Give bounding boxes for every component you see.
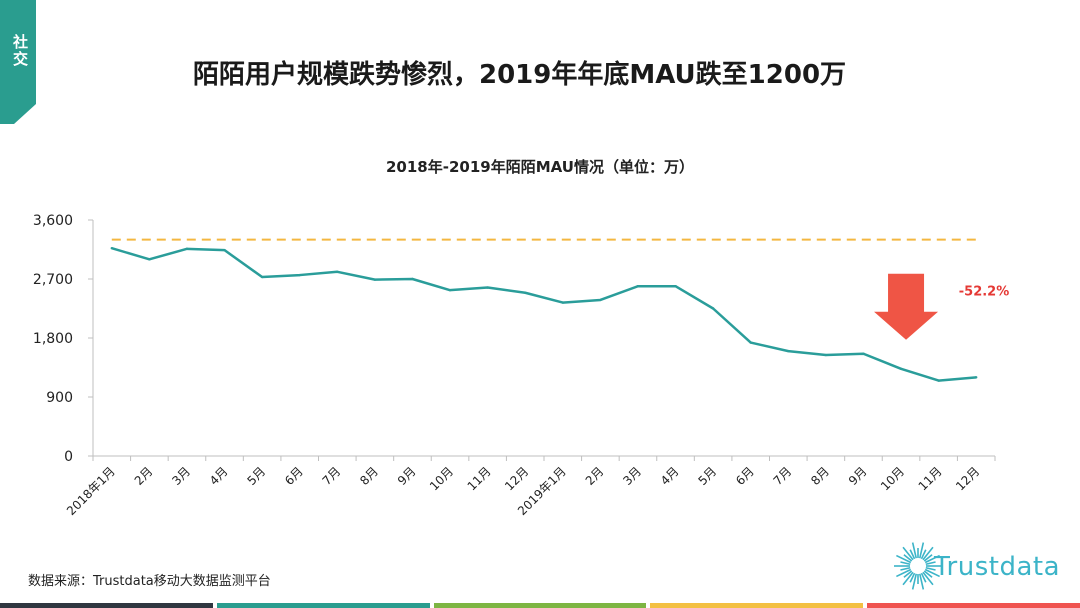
- x-tick-label: 3月: [169, 464, 193, 488]
- x-tick-label: 8月: [357, 464, 381, 488]
- page-title: 陌陌用户规模跌势惨烈，2019年年底MAU跌至1200万: [193, 60, 847, 90]
- logo-ray: [924, 568, 940, 578]
- data-point: [524, 291, 527, 294]
- data-point: [674, 285, 677, 288]
- data-point: [185, 247, 189, 251]
- logo-ray: [900, 567, 911, 571]
- logo-ray: [911, 573, 917, 590]
- logo-ray: [909, 549, 916, 560]
- x-tick-label: 12月: [953, 464, 982, 493]
- x-tick-label: 9月: [395, 464, 419, 488]
- decline-percent-label: -52.2%: [959, 284, 1010, 299]
- logo-ray: [922, 546, 934, 561]
- data-point: [937, 379, 940, 382]
- data-point: [599, 298, 602, 302]
- section-tab-shape: [0, 0, 36, 124]
- sunburst-logo-icon: [894, 542, 942, 590]
- data-point: [298, 273, 301, 277]
- logo-ray: [911, 542, 917, 559]
- data-point: [899, 367, 903, 371]
- data-point: [636, 285, 640, 288]
- bottom-color-bar: [0, 603, 1080, 608]
- section-tab: 社交: [0, 0, 36, 124]
- x-tick-label: 11月: [916, 464, 945, 493]
- data-point: [411, 277, 414, 281]
- logo-text: Trustdata: [934, 552, 1061, 582]
- logo-ray: [900, 561, 911, 565]
- data-source-note: 数据来源：Trustdata移动大数据监测平台: [28, 574, 271, 589]
- x-tick-label: 10月: [427, 464, 456, 493]
- data-point: [824, 353, 828, 357]
- logo-ray: [922, 571, 934, 586]
- data-point: [787, 349, 790, 353]
- x-tick-label: 6月: [733, 464, 757, 488]
- data-point: [749, 341, 752, 344]
- data-point: [148, 258, 151, 261]
- logo-ray: [903, 554, 913, 562]
- logo-ray: [923, 570, 933, 578]
- y-tick-label: 900: [46, 390, 73, 406]
- bottom-bar-segment: [0, 603, 213, 608]
- x-tick-label: 2月: [132, 464, 156, 488]
- data-point: [862, 352, 865, 355]
- bottom-bar-segment: [867, 603, 1080, 608]
- data-point: [373, 278, 377, 281]
- data-point: [448, 288, 452, 292]
- x-tick-label: 10月: [878, 464, 907, 493]
- down-arrow-icon: [874, 273, 939, 340]
- data-point: [260, 275, 264, 279]
- logo-ray: [909, 572, 916, 583]
- mau-series-line: [111, 246, 977, 382]
- x-tick-label: 2月: [583, 464, 607, 488]
- logo-ray: [920, 549, 927, 560]
- section-tab-label: 社交: [11, 34, 29, 68]
- bottom-bar-segment: [216, 603, 430, 608]
- logo-ray: [919, 573, 925, 590]
- x-tick-label: 6月: [282, 464, 306, 488]
- logo-ray: [925, 561, 936, 565]
- bottom-bar-segment: [650, 603, 864, 608]
- y-tick-label: 2,700: [33, 272, 73, 288]
- logo-ray: [923, 554, 933, 562]
- x-tick-label: 5月: [695, 464, 719, 488]
- logo-ray: [925, 567, 936, 571]
- data-point: [486, 286, 489, 289]
- data-point: [110, 246, 113, 250]
- x-tick-label: 4月: [207, 464, 231, 488]
- logo-ray: [903, 570, 913, 578]
- data-point: [336, 270, 339, 273]
- logo-ray: [902, 571, 914, 586]
- x-tick-label: 8月: [808, 464, 832, 488]
- logo-ray: [896, 554, 912, 564]
- x-tick-label: 7月: [320, 464, 344, 488]
- data-point: [561, 301, 564, 304]
- logo-ray: [919, 542, 925, 559]
- x-tick-label: 5月: [244, 464, 268, 488]
- y-tick-label: 0: [64, 449, 73, 465]
- trustdata-logo: Trustdata: [892, 536, 1072, 596]
- x-tick-label: 3月: [620, 464, 644, 488]
- logo-ray: [920, 572, 927, 583]
- y-tick-label: 3,600: [33, 213, 73, 229]
- x-tick-label: 11月: [465, 464, 494, 493]
- data-point: [711, 307, 715, 310]
- data-point: [223, 248, 226, 252]
- x-tick-label: 2018年1月: [64, 464, 118, 518]
- x-tick-label: 7月: [771, 464, 795, 488]
- logo-ray: [902, 546, 914, 561]
- data-point: [975, 376, 978, 379]
- x-tick-label: 12月: [502, 464, 531, 493]
- x-tick-label: 4月: [658, 464, 682, 488]
- x-tick-label: 9月: [846, 464, 870, 488]
- y-tick-label: 1,800: [33, 331, 73, 347]
- logo-ray: [896, 568, 912, 578]
- bottom-bar-segment: [433, 603, 647, 608]
- chart-title: 2018年-2019年陌陌MAU情况（单位：万）: [386, 158, 694, 176]
- logo-ray: [924, 554, 940, 564]
